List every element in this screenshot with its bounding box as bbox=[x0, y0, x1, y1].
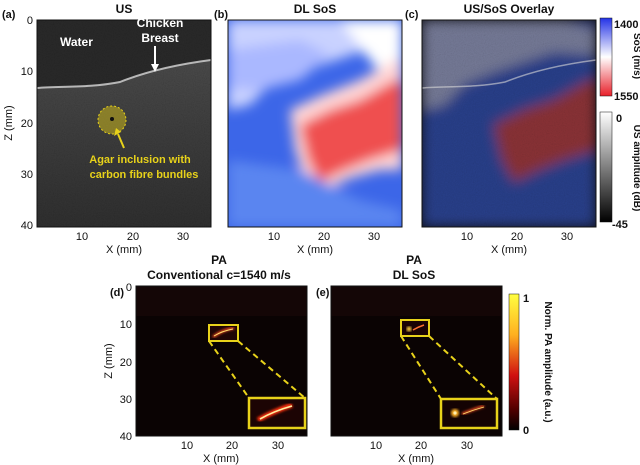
us-colorbar-max: 0 bbox=[616, 113, 622, 125]
x-tick: 10 bbox=[370, 440, 382, 452]
x-tick: 30 bbox=[368, 231, 380, 243]
y-tick: 10 bbox=[120, 319, 132, 331]
x-tick: 20 bbox=[511, 231, 523, 243]
panel-a-ylabel: Z (mm) bbox=[3, 105, 15, 140]
panel-a: (a) US Water Chicken Breast Agar inclusi… bbox=[2, 2, 212, 256]
panel-b: (b) DL SoS 10 20 30 X (mm) bbox=[214, 2, 403, 256]
sos-colorbar-min: 1550 bbox=[614, 91, 638, 103]
pa-colorbar: 1 0 Norm. PA amplitude (a.u.) bbox=[508, 293, 553, 437]
us-colorbar: 0 -45 US amplitude (dB) bbox=[599, 111, 640, 231]
roi-zoom-box-d bbox=[247, 396, 307, 430]
panel-b-label: (b) bbox=[214, 9, 228, 21]
y-tick: 0 bbox=[126, 282, 132, 294]
x-tick: 20 bbox=[318, 231, 330, 243]
pa-colorbar-label: Norm. PA amplitude (a.u.) bbox=[542, 301, 553, 422]
sos-colorbar-label: SoS (m/s) bbox=[631, 33, 640, 79]
panel-a-xticks: 10 20 30 bbox=[76, 231, 189, 243]
y-tick: 30 bbox=[120, 394, 132, 406]
x-tick: 10 bbox=[461, 231, 473, 243]
us-colorbar-label: US amplitude (dB) bbox=[631, 125, 640, 212]
x-tick: 20 bbox=[226, 440, 238, 452]
panel-c-xlabel: X (mm) bbox=[491, 244, 527, 256]
panel-b-title: DL SoS bbox=[294, 2, 336, 16]
panel-c-label: (c) bbox=[405, 9, 419, 21]
roi-zoom-box-e bbox=[439, 397, 499, 430]
zoom-line bbox=[237, 340, 306, 399]
roi-small-box-d bbox=[208, 324, 239, 342]
roi-small-box-e bbox=[400, 319, 430, 337]
sos-colorbar: 1400 1550 SoS (m/s) bbox=[599, 17, 640, 103]
agar-label-line1: Agar inclusion with bbox=[89, 154, 191, 166]
water-label: Water bbox=[60, 35, 93, 49]
y-tick: 20 bbox=[21, 118, 33, 130]
pa-colorbar-max: 1 bbox=[523, 293, 529, 305]
panel-a-xlabel: X (mm) bbox=[106, 244, 142, 256]
x-tick: 30 bbox=[561, 231, 573, 243]
panel-c-xticks: 10 20 30 bbox=[461, 231, 573, 243]
panel-e-xlabel: X (mm) bbox=[398, 453, 434, 465]
panel-c: (c) US/SoS Overlay 10 20 30 X (mm) bbox=[405, 2, 597, 256]
panel-e-subtitle: DL SoS bbox=[393, 268, 435, 282]
us-colorbar-min: -45 bbox=[612, 219, 628, 231]
zoom-line bbox=[400, 335, 442, 400]
chicken-label-line1: Chicken bbox=[137, 16, 184, 30]
panel-e-title: PA bbox=[406, 253, 422, 267]
y-tick: 0 bbox=[27, 15, 33, 27]
y-tick: 20 bbox=[120, 357, 132, 369]
panel-b-xlabel: X (mm) bbox=[297, 244, 333, 256]
y-tick: 10 bbox=[21, 66, 33, 78]
pa-colorbar-min: 0 bbox=[523, 425, 529, 437]
panel-d-title: PA bbox=[211, 253, 227, 267]
zoom-line bbox=[208, 340, 250, 399]
panel-e-label: (e) bbox=[316, 287, 330, 299]
x-tick: 20 bbox=[415, 440, 427, 452]
y-tick: 40 bbox=[21, 220, 33, 232]
x-tick: 30 bbox=[177, 231, 189, 243]
agar-label-line2: carbon fibre bundles bbox=[90, 169, 199, 181]
ultrasound-image bbox=[37, 20, 211, 227]
chicken-breast-arrow bbox=[151, 46, 159, 72]
chicken-label-line2: Breast bbox=[141, 31, 178, 45]
y-tick: 30 bbox=[21, 169, 33, 181]
agar-arrow bbox=[114, 128, 125, 149]
x-tick: 30 bbox=[272, 440, 284, 452]
panel-b-xticks: 10 20 30 bbox=[268, 231, 380, 243]
x-tick: 10 bbox=[76, 231, 88, 243]
panel-d-xticks: 10 20 30 bbox=[181, 440, 284, 452]
panel-c-title: US/SoS Overlay bbox=[464, 2, 555, 16]
panel-d-subtitle: Conventional c=1540 m/s bbox=[147, 268, 291, 282]
panel-e-xticks: 10 20 30 bbox=[370, 440, 473, 452]
overlay-image bbox=[422, 20, 596, 227]
panel-a-title: US bbox=[116, 2, 133, 16]
panel-a-yticks: 0 10 20 30 40 bbox=[21, 15, 33, 232]
panel-d: PA Conventional c=1540 m/s (d) 0 10 20 3… bbox=[103, 253, 308, 465]
sos-colorbar-max: 1400 bbox=[614, 19, 638, 31]
x-tick: 10 bbox=[268, 231, 280, 243]
panel-d-label: (d) bbox=[110, 287, 124, 299]
panel-d-xlabel: X (mm) bbox=[203, 453, 239, 465]
panel-d-ylabel: Z (mm) bbox=[103, 343, 115, 378]
x-tick: 30 bbox=[461, 440, 473, 452]
panel-a-label: (a) bbox=[2, 9, 16, 21]
sos-map bbox=[228, 20, 402, 227]
x-tick: 20 bbox=[127, 231, 139, 243]
panel-e: PA DL SoS (e) 10 20 30 X (mm) bbox=[316, 253, 503, 465]
zoom-line bbox=[428, 335, 498, 400]
x-tick: 10 bbox=[181, 440, 193, 452]
panel-d-yticks: 0 10 20 30 40 bbox=[120, 282, 132, 443]
y-tick: 40 bbox=[120, 431, 132, 443]
